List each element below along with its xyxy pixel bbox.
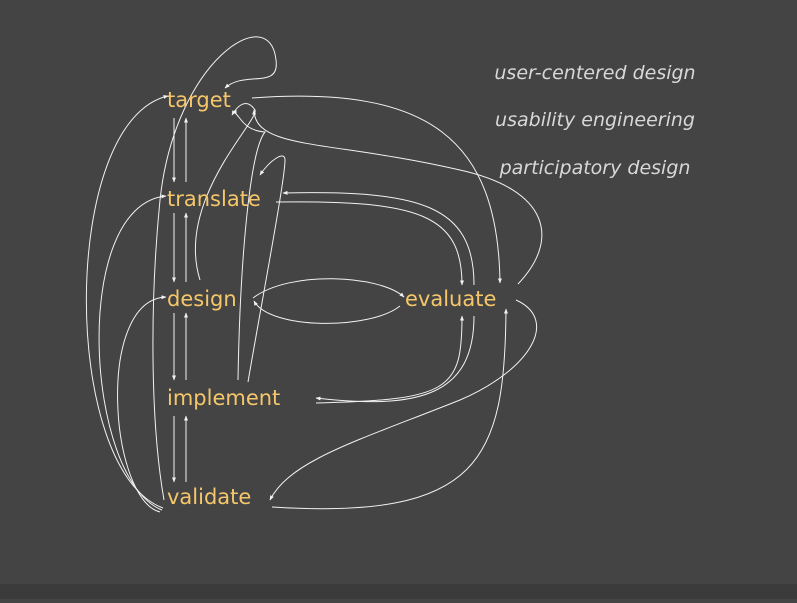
- node-design: design: [167, 287, 237, 311]
- arrow-evaluate-to-validate: [269, 299, 537, 501]
- node-target: target: [167, 88, 231, 112]
- topic-usability-engineering: usability engineering: [495, 109, 695, 131]
- arrow-validate-to-evaluate: [271, 308, 508, 510]
- topic-participatory-design: participatory design: [499, 157, 691, 179]
- arrow-implement-to-evaluate: [315, 315, 464, 404]
- arrow-implement-to-translate-loop: [247, 155, 286, 383]
- arrow-translate-to-evaluate: [275, 201, 464, 286]
- node-implement: implement: [167, 386, 281, 410]
- arrow-evaluate-to-translate: [282, 190, 475, 286]
- arrow-implement-to-target-loop: [231, 110, 266, 381]
- node-evaluate: evaluate: [405, 287, 497, 311]
- arrow-design-to-evaluate: [252, 278, 405, 299]
- arrow-loop-top-to-target: [152, 36, 277, 501]
- arrow-evaluate-to-implement: [315, 315, 475, 403]
- arrow-evaluate-to-target: [252, 109, 543, 285]
- arrow-validate-to-target: [85, 95, 169, 509]
- node-translate: translate: [167, 187, 261, 211]
- arrow-validate-to-design: [117, 295, 167, 513]
- bottom-bar: [0, 584, 797, 599]
- arrow-evaluate-to-design: [253, 300, 401, 324]
- arrow-design-to-target-loop: [194, 103, 256, 281]
- topic-user-centered-design: user-centered design: [494, 62, 696, 84]
- node-validate: validate: [167, 485, 252, 509]
- arrow-target-to-evaluate: [251, 95, 502, 284]
